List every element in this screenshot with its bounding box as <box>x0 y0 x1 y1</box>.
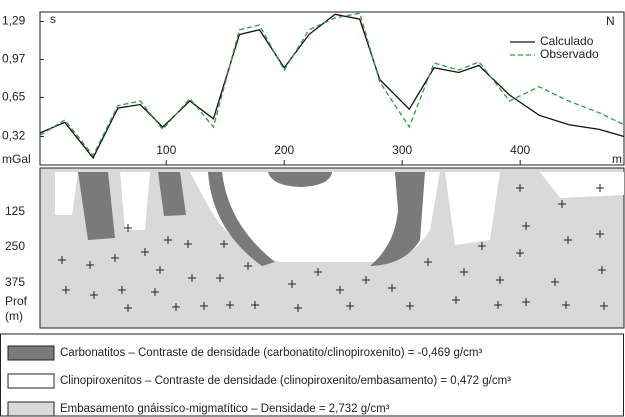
right-label: N <box>606 14 615 28</box>
depth-label: 250 <box>5 239 25 253</box>
basement-cross <box>156 266 164 274</box>
legend-item-label: Carbonatitos – Contraste de densidade (c… <box>60 347 482 359</box>
depth-axis-label: Prof <box>5 294 28 308</box>
basement-cross <box>124 224 132 232</box>
y-unit: mGal <box>2 152 31 166</box>
x-tick-label: 200 <box>274 143 294 157</box>
basement-cross <box>288 280 296 288</box>
basement-cross <box>362 276 370 284</box>
x-tick-label: 300 <box>392 143 412 157</box>
basement-cross <box>200 302 208 310</box>
basement-cross <box>220 240 228 248</box>
basement-cross <box>86 261 94 269</box>
y-tick-label: 0,32 <box>2 129 26 143</box>
carbonatite <box>208 172 275 266</box>
basement-cross <box>111 254 119 262</box>
basement-cross <box>188 274 196 282</box>
basement-cross <box>62 286 70 294</box>
basement-cross <box>596 230 604 238</box>
plot-frame <box>39 11 625 166</box>
cross-section: 125 250 375 Prof (m) <box>5 167 625 329</box>
basement-cross <box>406 302 414 310</box>
basement-cross <box>226 301 234 309</box>
basement-cross <box>596 184 604 192</box>
basement-cross <box>551 278 559 286</box>
basement-cross <box>90 291 98 299</box>
x-tick-label: 100 <box>156 143 176 157</box>
legend-frame <box>0 333 624 417</box>
basement-cross <box>251 301 259 309</box>
basement-cross <box>58 256 66 264</box>
series-line <box>39 13 625 160</box>
basement-cross <box>564 236 572 244</box>
basement-cross <box>244 262 252 270</box>
legend-box <box>7 345 55 361</box>
basement-cross <box>600 302 608 310</box>
depth-label: 125 <box>5 204 25 218</box>
carbonatite <box>78 172 115 240</box>
basement-cross <box>496 276 504 284</box>
basement-cross <box>314 268 322 276</box>
basement-cross <box>141 248 149 256</box>
basement-cross <box>494 301 502 309</box>
series-line <box>39 12 625 157</box>
basement-cross <box>118 286 126 294</box>
legend-item-label: Embasamento gnáissico-migmatítico – Dens… <box>60 403 390 415</box>
basement-cross <box>172 303 180 311</box>
depth-label: 375 <box>5 275 25 289</box>
legend-label: Calculado <box>540 34 594 48</box>
basement-cross <box>478 242 486 250</box>
clinopyroxenite <box>190 172 440 262</box>
basement-cross <box>516 249 524 257</box>
basement-cross <box>124 304 132 312</box>
basement-cross <box>151 288 159 296</box>
basement-cross <box>346 302 354 310</box>
x-tick-label: 400 <box>510 143 530 157</box>
basement-cross <box>460 268 468 276</box>
basement-cross <box>522 222 530 230</box>
clinopyroxenite <box>55 172 624 245</box>
basement-cross <box>388 284 396 292</box>
x-unit: m <box>612 152 622 166</box>
legend-item-label: Clinopiroxenitos – Contraste de densidad… <box>60 375 511 387</box>
basement-cross <box>452 296 460 304</box>
basement-cross <box>598 266 606 274</box>
basement-cross <box>424 258 432 266</box>
basement-cross <box>216 274 224 282</box>
left-label: s <box>50 12 56 26</box>
legend-box <box>7 401 55 417</box>
basement-cross <box>184 240 192 248</box>
basement-cross <box>164 236 172 244</box>
legend-box <box>7 373 55 389</box>
basement-cross <box>336 286 344 294</box>
basement-cross <box>522 298 530 306</box>
depth-axis-label: (m) <box>5 309 23 323</box>
carbonatite <box>158 172 186 216</box>
basement-cross <box>562 301 570 309</box>
basement-cross <box>558 200 566 208</box>
y-tick-label: 0,97 <box>2 52 26 66</box>
basement-cross <box>516 184 524 192</box>
carbonatite <box>268 172 332 187</box>
legend-label: Observado <box>540 47 599 61</box>
y-tick-label: 0,65 <box>2 90 26 104</box>
basement-cross <box>294 304 302 312</box>
carbonatite <box>370 172 425 266</box>
y-tick-label: 1,29 <box>2 14 26 28</box>
